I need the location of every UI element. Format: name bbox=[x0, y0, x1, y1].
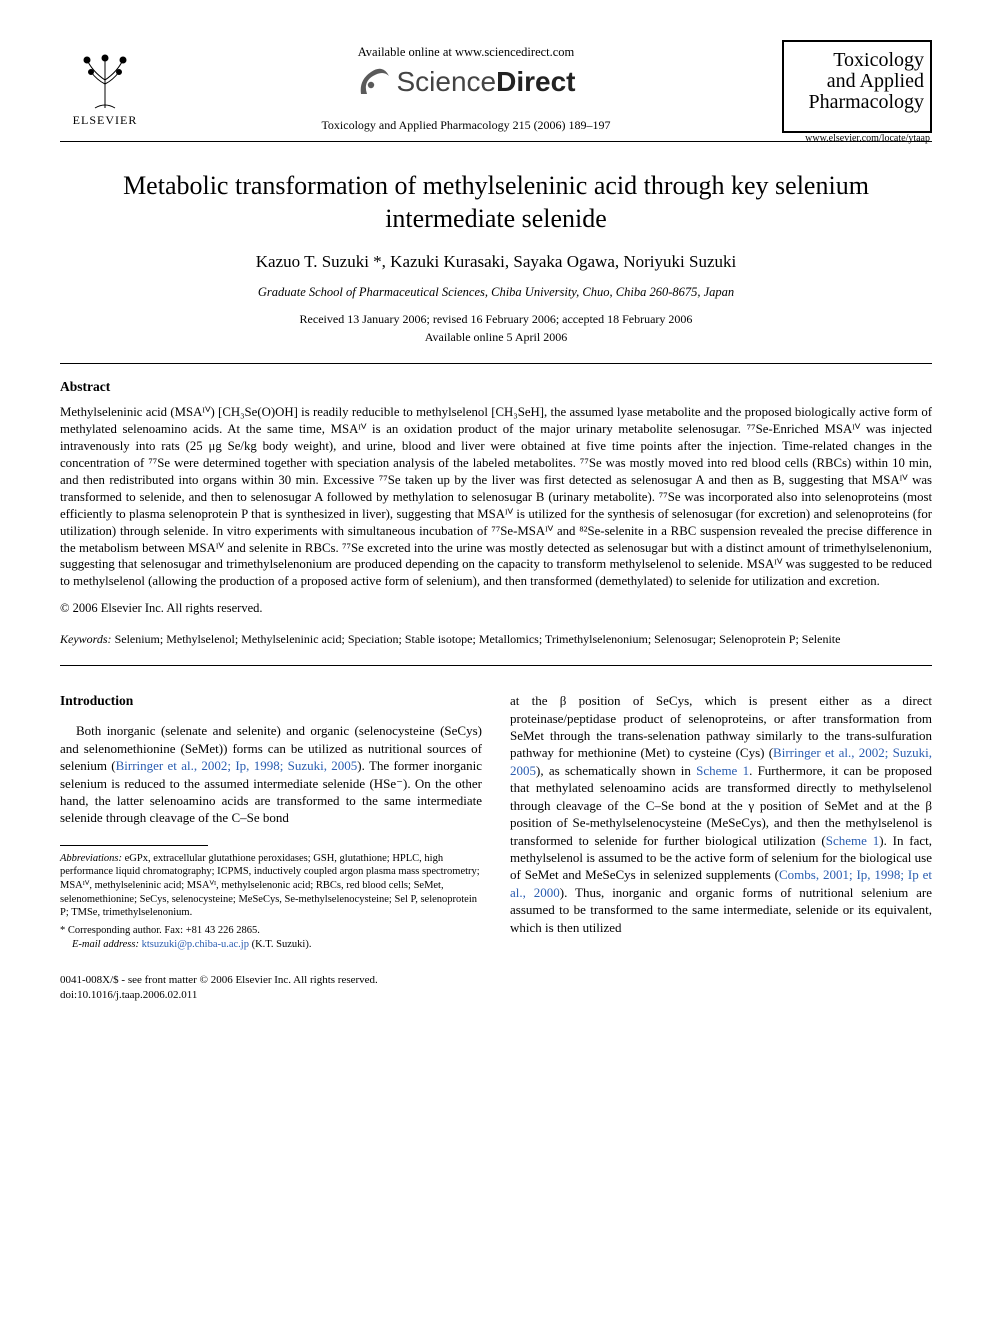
journal-url: www.elsevier.com/locate/ytaap bbox=[805, 132, 930, 146]
email-footnote: E-mail address: ktsuzuki@p.chiba-u.ac.jp… bbox=[60, 938, 482, 952]
article-title: Metabolic transformation of methylseleni… bbox=[100, 170, 892, 235]
sciencedirect-logo: ScienceDirect bbox=[357, 63, 576, 101]
author-list: Kazuo T. Suzuki *, Kazuki Kurasaki, Saya… bbox=[60, 251, 932, 274]
corresponding-author-footnote: * Corresponding author. Fax: +81 43 226 … bbox=[60, 924, 482, 938]
citation-link[interactable]: Birringer et al., 2002; Ip, 1998; Suzuki… bbox=[116, 758, 358, 773]
body-columns: Introduction Both inorganic (selenate an… bbox=[60, 692, 932, 951]
abbrev-text: eGPx, extracellular glutathione peroxida… bbox=[60, 853, 480, 919]
body-paragraph: at the β position of SeCys, which is pre… bbox=[510, 692, 932, 936]
elsevier-logo-block: ELSEVIER bbox=[60, 40, 150, 128]
journal-name-line: and Applied bbox=[827, 70, 924, 92]
journal-name-line: Toxicology bbox=[833, 49, 924, 71]
intro-paragraph: Both inorganic (selenate and selenite) a… bbox=[60, 722, 482, 826]
abbrev-label: Abbreviations: bbox=[60, 853, 122, 864]
body-text: ), as schematically shown in bbox=[536, 763, 696, 778]
divider bbox=[60, 363, 932, 364]
email-label: E-mail address: bbox=[72, 939, 139, 950]
online-date: Available online 5 April 2006 bbox=[60, 329, 932, 345]
journal-reference-line: Toxicology and Applied Pharmacology 215 … bbox=[150, 117, 782, 133]
keywords-text: Selenium; Methylselenol; Methylseleninic… bbox=[112, 632, 841, 646]
abstract-text: Methylseleninic acid (MSAᴵⱽ) [CH₃Se(O)OH… bbox=[60, 404, 932, 590]
introduction-heading: Introduction bbox=[60, 692, 482, 710]
email-link[interactable]: ktsuzuki@p.chiba-u.ac.jp bbox=[139, 939, 252, 950]
front-matter-line: 0041-008X/$ - see front matter © 2006 El… bbox=[60, 973, 378, 988]
page-header: ELSEVIER Available online at www.science… bbox=[60, 40, 932, 142]
footer-left: 0041-008X/$ - see front matter © 2006 El… bbox=[60, 973, 378, 1003]
journal-name-line: Pharmacology bbox=[808, 91, 924, 113]
right-column: at the β position of SeCys, which is pre… bbox=[510, 692, 932, 951]
journal-title-box: Toxicology and Applied Pharmacology www.… bbox=[782, 40, 932, 133]
header-center: Available online at www.sciencedirect.co… bbox=[150, 40, 782, 133]
available-online-line: Available online at www.sciencedirect.co… bbox=[150, 44, 782, 61]
copyright-line: © 2006 Elsevier Inc. All rights reserved… bbox=[60, 600, 932, 617]
email-tail: (K.T. Suzuki). bbox=[252, 939, 312, 950]
abbreviations-footnote: Abbreviations: eGPx, extracellular gluta… bbox=[60, 852, 482, 920]
sciencedirect-wordmark: ScienceDirect bbox=[397, 63, 576, 101]
affiliation: Graduate School of Pharmaceutical Scienc… bbox=[60, 284, 932, 301]
page-footer: 0041-008X/$ - see front matter © 2006 El… bbox=[60, 973, 932, 1003]
footnote-separator bbox=[60, 845, 208, 846]
scheme-link[interactable]: Scheme 1 bbox=[826, 833, 879, 848]
elsevier-label: ELSEVIER bbox=[73, 112, 138, 128]
divider bbox=[60, 665, 932, 666]
left-column: Introduction Both inorganic (selenate an… bbox=[60, 692, 482, 951]
journal-name: Toxicology and Applied Pharmacology bbox=[790, 50, 924, 113]
scheme-link[interactable]: Scheme 1 bbox=[696, 763, 749, 778]
keywords-label: Keywords: bbox=[60, 632, 112, 646]
abstract-heading: Abstract bbox=[60, 378, 932, 396]
sciencedirect-swoosh-icon bbox=[357, 66, 391, 98]
elsevier-tree-icon bbox=[75, 50, 135, 110]
doi-line: doi:10.1016/j.taap.2006.02.011 bbox=[60, 988, 378, 1003]
history-dates: Received 13 January 2006; revised 16 Feb… bbox=[60, 311, 932, 327]
body-text: ). Thus, inorganic and organic forms of … bbox=[510, 885, 932, 935]
keywords-line: Keywords: Selenium; Methylselenol; Methy… bbox=[60, 631, 932, 647]
